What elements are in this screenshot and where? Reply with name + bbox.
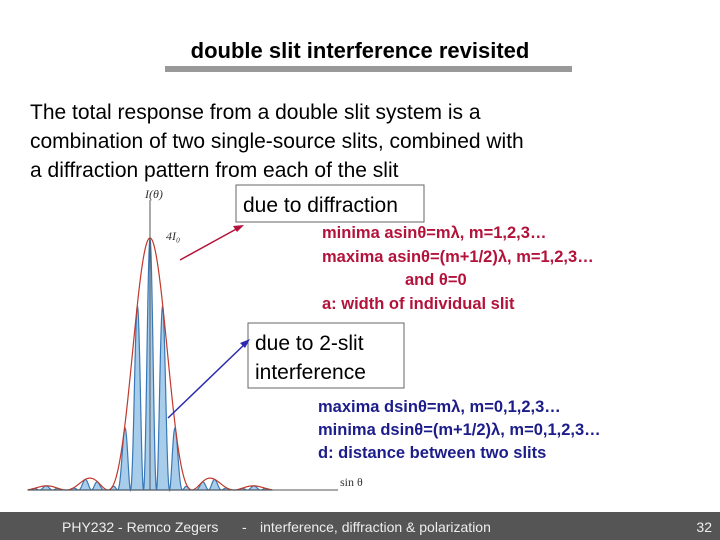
callout-box (235, 184, 425, 223)
callout-label: interference (255, 361, 366, 384)
callout-note: minima dsinθ=(m+1/2)λ, m=0,1,2,3… (318, 421, 601, 439)
y-axis-label: I(θ) (144, 187, 163, 201)
arrow-head (240, 339, 250, 348)
slide-title: double slit interference revisited (191, 38, 530, 63)
arrow (179, 226, 241, 261)
peak-label: 4I₀ (166, 229, 180, 243)
footer-bar (0, 512, 720, 540)
arrow-head (233, 225, 244, 232)
x-axis-label: sin θ (340, 475, 363, 489)
callout-label: due to 2-slit (255, 332, 364, 355)
page-number: 32 (696, 519, 712, 535)
callout-note: maxima asinθ=(m+1/2)λ, m=1,2,3… (322, 248, 594, 266)
interference-figure: I(θ) 4I₀ sin θ (27, 187, 363, 493)
body-line: The total response from a double slit sy… (30, 101, 481, 124)
body-line: combination of two single-source slits, … (30, 130, 524, 153)
body-line: a diffraction pattern from each of the s… (30, 159, 399, 182)
title-underline (165, 66, 572, 72)
footer-topic: interference, diffraction & polarization (260, 519, 491, 535)
callout-note: and θ=0 (405, 271, 467, 289)
footer-course: PHY232 - Remco Zegers (62, 519, 218, 535)
arrow (167, 341, 248, 419)
footer-separator: - (242, 519, 247, 535)
callout-note: a: width of individual slit (322, 295, 515, 313)
callout-note: minima asinθ=mλ, m=1,2,3… (322, 224, 546, 242)
callout-note: maxima dsinθ=mλ, m=0,1,2,3… (318, 398, 561, 416)
body-text: The total response from a double slit sy… (30, 101, 524, 182)
callout-box (247, 322, 405, 389)
callout-label: due to diffraction (243, 194, 398, 217)
callout-note: d: distance between two slits (318, 444, 546, 462)
